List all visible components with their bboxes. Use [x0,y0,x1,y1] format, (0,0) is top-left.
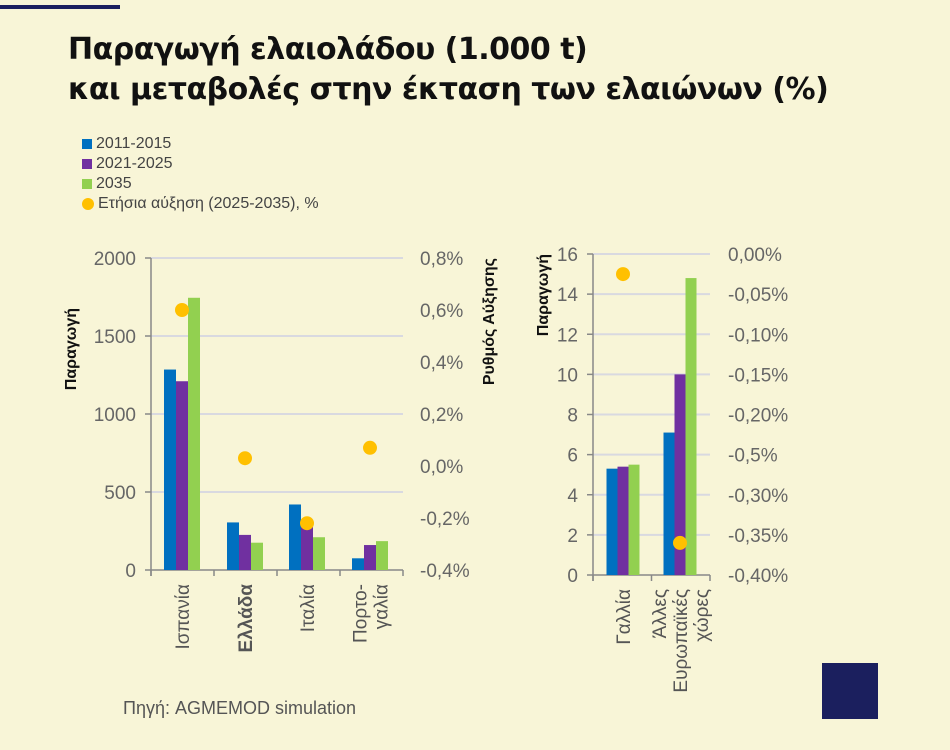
bar-2011-2015 [164,369,176,570]
bar-2021-2025 [364,545,376,570]
legend-dot [82,198,94,210]
y2-tick-label: -0,40% [728,566,788,587]
legend-item: 2035 [82,174,319,194]
y2-tick-label: -0,2% [420,509,470,530]
y-tick-label: 10 [557,365,578,386]
y2-tick-label: 0,00% [728,245,782,266]
bar-2011-2015 [606,468,618,575]
y2-tick-label: -0,5% [728,446,778,467]
y2-axis-label: Ρυθμός Αύξησης [481,258,498,385]
growth-dot [238,451,252,466]
growth-dot [300,516,314,531]
bar-2021-2025 [176,381,188,570]
bar-2035 [313,537,325,570]
y2-tick-label: -0,05% [728,285,788,306]
y-tick-label: 8 [567,406,578,427]
y2-tick-label: 0,2% [420,405,463,426]
y-tick-label: 500 [104,483,136,504]
top-accent-line [0,5,120,9]
y2-tick-label: -0,35% [728,526,788,547]
category-label: Ισπανία [173,584,194,650]
bar-2021-2025 [301,527,313,570]
bar-2035 [628,464,640,575]
bar-2035 [251,542,263,570]
y-tick-label: 16 [557,245,578,266]
y-tick-label: 4 [567,486,578,507]
bar-2011-2015 [227,522,239,570]
bar-2035 [188,297,200,570]
legend-item: Ετήσια αύξηση (2025-2035), % [82,194,319,214]
y2-tick-label: -0,4% [420,561,470,582]
category-label: χώρες [692,589,713,642]
legend-label: Ετήσια αύξηση (2025-2035), % [98,195,319,212]
y-axis-label: Παραγωγή [63,308,80,390]
legend-swatch [82,159,92,169]
legend-label: 2035 [96,175,132,192]
y-tick-label: 2000 [94,249,136,270]
y-tick-label: 0 [567,566,578,587]
legend-label: 2021-2025 [96,155,173,172]
category-label: Ιταλία [298,584,319,632]
y-tick-label: 1000 [94,405,136,426]
bar-2011-2015 [289,504,301,570]
category-label: Πορτο- [351,584,372,643]
y2-tick-label: -0,15% [728,365,788,386]
y-tick-label: 12 [557,325,578,346]
source-note: Πηγή: AGMEMOD simulation [123,698,357,718]
category-label: γαλία [372,584,393,629]
title-line-2: και μεταβολές στην έκταση των ελαιώνων (… [68,72,829,107]
category-label: Ευρωπαϊκές [671,589,692,693]
category-label: Άλλες [650,589,671,638]
y2-tick-label: 0,6% [420,301,463,322]
y2-tick-label: -0,20% [728,406,788,427]
growth-dot [673,535,687,550]
bar-2035 [376,541,388,570]
chart-title: Παραγωγή ελαιολάδου (1.000 t) και μεταβο… [68,30,829,110]
y2-tick-label: 0,8% [420,249,463,270]
y-axis-label: Παραγωγή [535,254,552,336]
legend-item: 2021-2025 [82,154,319,174]
ot-logo [822,663,878,719]
category-label: Ελλάδα [236,584,257,653]
legend-item: 2011-2015 [82,134,319,154]
y2-tick-label: -0,10% [728,325,788,346]
y-tick-label: 2 [567,526,578,547]
growth-dot [363,440,377,455]
legend-swatch [82,139,92,149]
y2-tick-label: -0,30% [728,486,788,507]
y-tick-label: 6 [567,446,578,467]
title-line-1: Παραγωγή ελαιολάδου (1.000 t) [68,32,588,67]
legend-label: 2011-2015 [96,135,172,152]
bar-2035 [685,278,697,575]
category-label: Γαλλία [614,589,635,645]
y2-tick-label: 0,4% [420,353,463,374]
y-tick-label: 0 [125,561,136,582]
legend-swatch [82,179,92,189]
bar-2011-2015 [352,558,364,570]
y2-tick-label: 0,0% [420,457,463,478]
growth-dot [616,267,630,282]
y-tick-label: 14 [557,285,579,306]
bar-2011-2015 [663,432,675,575]
bar-2021-2025 [674,374,686,575]
y-tick-label: 1500 [94,327,136,348]
bar-2021-2025 [617,466,629,575]
bar-2021-2025 [239,534,251,570]
growth-dot [175,303,189,317]
legend: 2011-2015 2021-2025 2035 Ετήσια αύξηση (… [82,134,319,214]
